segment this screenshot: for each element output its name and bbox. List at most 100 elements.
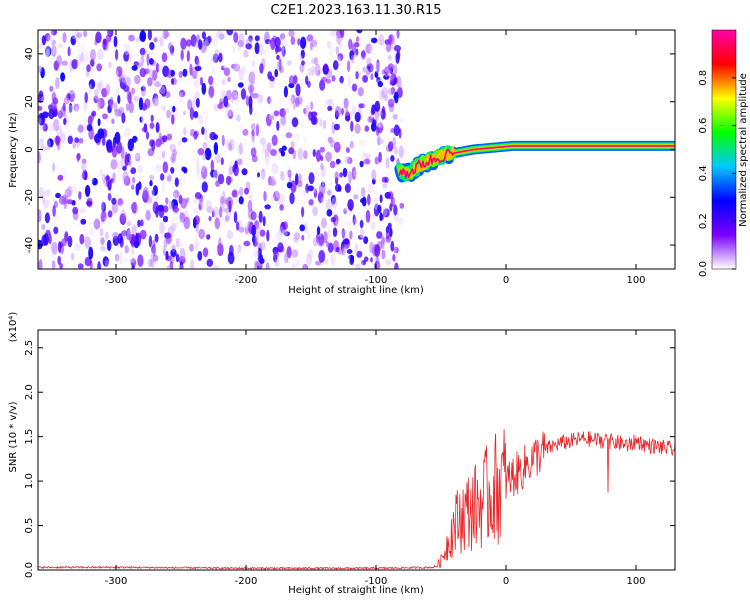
noise-blob xyxy=(217,93,222,103)
noise-blob xyxy=(41,185,48,192)
noise-blob xyxy=(335,158,341,164)
noise-blob xyxy=(123,43,131,56)
noise-blob xyxy=(220,196,225,204)
noise-blob xyxy=(365,43,373,54)
noise-blob xyxy=(374,197,378,204)
noise-blob xyxy=(220,157,224,166)
noise-blob xyxy=(214,247,219,254)
noise-blob xyxy=(327,44,335,56)
noise-blob xyxy=(397,217,404,225)
noise-blob xyxy=(373,184,381,195)
noise-blob xyxy=(55,192,61,199)
noise-blob xyxy=(218,52,223,63)
noise-blob xyxy=(238,68,244,81)
noise-blob xyxy=(367,193,371,206)
noise-blob xyxy=(247,221,252,229)
noise-blob xyxy=(57,174,64,181)
noise-blob xyxy=(259,63,264,74)
noise-blob xyxy=(162,215,169,223)
noise-blob xyxy=(155,122,160,133)
x-tick-label: -200 xyxy=(235,275,258,286)
noise-blob xyxy=(390,240,395,252)
noise-blob xyxy=(214,216,219,227)
x-tick-label: 100 xyxy=(626,275,645,286)
noise-blob xyxy=(277,168,281,176)
noise-blob xyxy=(123,257,129,264)
spectrogram-y-ticks: -40 -20 0 20 40 xyxy=(24,48,675,253)
noise-blob xyxy=(365,209,371,223)
spectrogram-x-ticks: -300 -200 -100 0 100 xyxy=(105,30,646,286)
noise-blob xyxy=(343,150,347,163)
noise-blob xyxy=(370,221,376,231)
noise-blob xyxy=(392,198,399,205)
noise-blob xyxy=(174,177,179,187)
noise-blob xyxy=(119,252,123,265)
noise-blob xyxy=(134,74,141,85)
noise-blob xyxy=(303,136,307,144)
noise-blob xyxy=(288,214,293,225)
noise-blob xyxy=(233,248,240,259)
y-tick-label: 2.5 xyxy=(24,340,35,356)
noise-blob xyxy=(56,125,63,138)
noise-blob xyxy=(111,118,115,125)
noise-blob xyxy=(257,264,262,269)
noise-blob xyxy=(128,153,136,165)
noise-blob xyxy=(294,232,301,241)
noise-blob xyxy=(82,118,90,127)
noise-blob xyxy=(62,102,66,112)
noise-blob xyxy=(299,78,306,85)
spectrogram-signal xyxy=(394,140,675,183)
noise-blob xyxy=(135,36,141,43)
noise-blob xyxy=(218,237,222,251)
noise-blob xyxy=(350,120,354,132)
noise-blob xyxy=(236,114,241,122)
noise-blob xyxy=(295,83,301,97)
noise-blob xyxy=(60,132,66,144)
noise-blob xyxy=(233,63,241,72)
noise-blob xyxy=(208,75,214,86)
noise-blob xyxy=(318,183,326,195)
noise-blob xyxy=(314,211,319,219)
noise-blob xyxy=(128,257,136,263)
noise-blob xyxy=(364,125,370,132)
noise-blob xyxy=(348,38,353,50)
noise-blob xyxy=(194,65,202,72)
noise-blob xyxy=(353,42,360,48)
noise-blob xyxy=(144,98,151,109)
noise-blob xyxy=(57,255,61,265)
noise-blob xyxy=(179,265,184,269)
noise-blob xyxy=(52,162,56,173)
noise-blob xyxy=(208,216,212,222)
noise-blob xyxy=(149,41,155,51)
noise-blob xyxy=(78,191,82,200)
noise-blob xyxy=(293,103,296,110)
noise-blob xyxy=(266,229,270,242)
noise-blob xyxy=(137,164,144,174)
noise-blob xyxy=(241,168,248,176)
noise-blob xyxy=(254,35,260,42)
noise-blob xyxy=(308,248,314,259)
noise-blob xyxy=(320,217,327,229)
noise-blob xyxy=(91,110,97,117)
noise-blob xyxy=(150,252,155,264)
noise-blob xyxy=(139,229,147,240)
noise-blob xyxy=(394,91,399,104)
noise-blob xyxy=(118,76,124,83)
noise-blob xyxy=(341,139,347,147)
y-tick-label: 1.5 xyxy=(24,429,35,445)
noise-blob xyxy=(358,227,365,239)
noise-blob xyxy=(262,216,266,227)
noise-blob xyxy=(196,59,200,68)
noise-blob xyxy=(272,251,280,258)
noise-blob xyxy=(374,244,381,258)
noise-blob xyxy=(207,94,212,102)
noise-blob xyxy=(57,121,65,128)
noise-blob xyxy=(323,231,328,244)
noise-blob xyxy=(119,213,125,225)
noise-blob xyxy=(228,200,232,213)
noise-blob xyxy=(375,85,382,99)
noise-blob xyxy=(162,135,168,143)
noise-blob xyxy=(280,150,286,157)
noise-blob xyxy=(120,246,125,253)
noise-blob xyxy=(324,258,329,266)
